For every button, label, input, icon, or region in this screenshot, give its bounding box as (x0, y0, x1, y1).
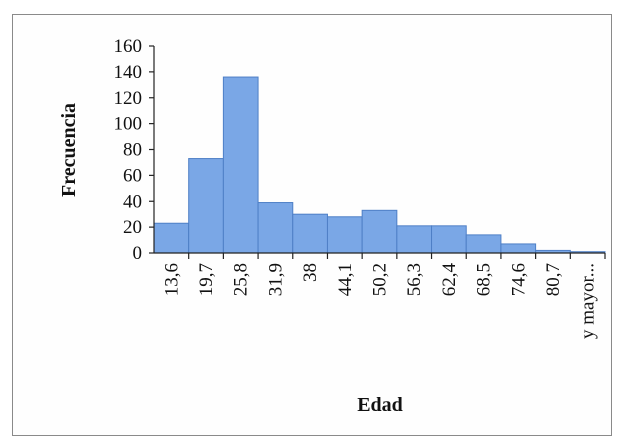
y-tick-label-6: 120 (114, 88, 143, 109)
y-tick-label-0: 0 (133, 243, 143, 264)
bar-3 (257, 202, 294, 254)
x-tick-label-7: 56,3 (404, 263, 425, 296)
x-tick-label-8: 62,4 (439, 263, 460, 297)
x-tick-label-12: y mayor... (578, 263, 599, 339)
x-tick-label-2: 25,8 (231, 263, 252, 296)
bar-6 (361, 209, 398, 254)
y-tick-label-8: 160 (114, 36, 143, 57)
axes-group (149, 45, 606, 259)
bar-10 (500, 243, 537, 254)
x-tick-label-0: 13,6 (161, 263, 182, 296)
y-tick-label-5: 100 (114, 114, 143, 135)
bar-4 (292, 213, 328, 254)
bar-7 (396, 225, 433, 254)
bar-9 (465, 234, 502, 254)
x-axis-title: Edad (357, 394, 403, 416)
bars-group (153, 76, 606, 254)
y-tick-labels: 0 20 40 60 80 100 120 140 160 (114, 36, 143, 264)
bar-0 (153, 222, 190, 254)
y-tick-label-1: 20 (123, 217, 142, 238)
x-tick-label-3: 31,9 (265, 263, 286, 296)
x-tick-labels: 13,6 19,7 25,8 31,9 38 44,1 50,2 56,3 62,4 68,5 74… (161, 263, 598, 340)
x-tick-label-1: 19,7 (196, 263, 217, 296)
x-tick-label-5: 44,1 (335, 263, 356, 296)
bar-2 (222, 76, 259, 254)
y-tick-label-4: 80 (123, 140, 142, 161)
bar-1 (188, 158, 224, 254)
x-tick-label-9: 68,5 (474, 263, 495, 296)
x-tick-label-11: 80,7 (543, 263, 564, 296)
x-tick-label-4: 38 (300, 263, 321, 282)
x-tick-label-10: 74,6 (508, 263, 529, 296)
y-axis-title: Frecuencia (58, 103, 80, 197)
y-tick-label-7: 140 (114, 62, 143, 83)
y-tick-label-3: 60 (123, 165, 142, 186)
x-tick-label-6: 50,2 (370, 263, 391, 296)
bar-5 (326, 216, 363, 254)
bar-8 (431, 225, 467, 254)
y-tick-label-2: 40 (123, 191, 142, 212)
